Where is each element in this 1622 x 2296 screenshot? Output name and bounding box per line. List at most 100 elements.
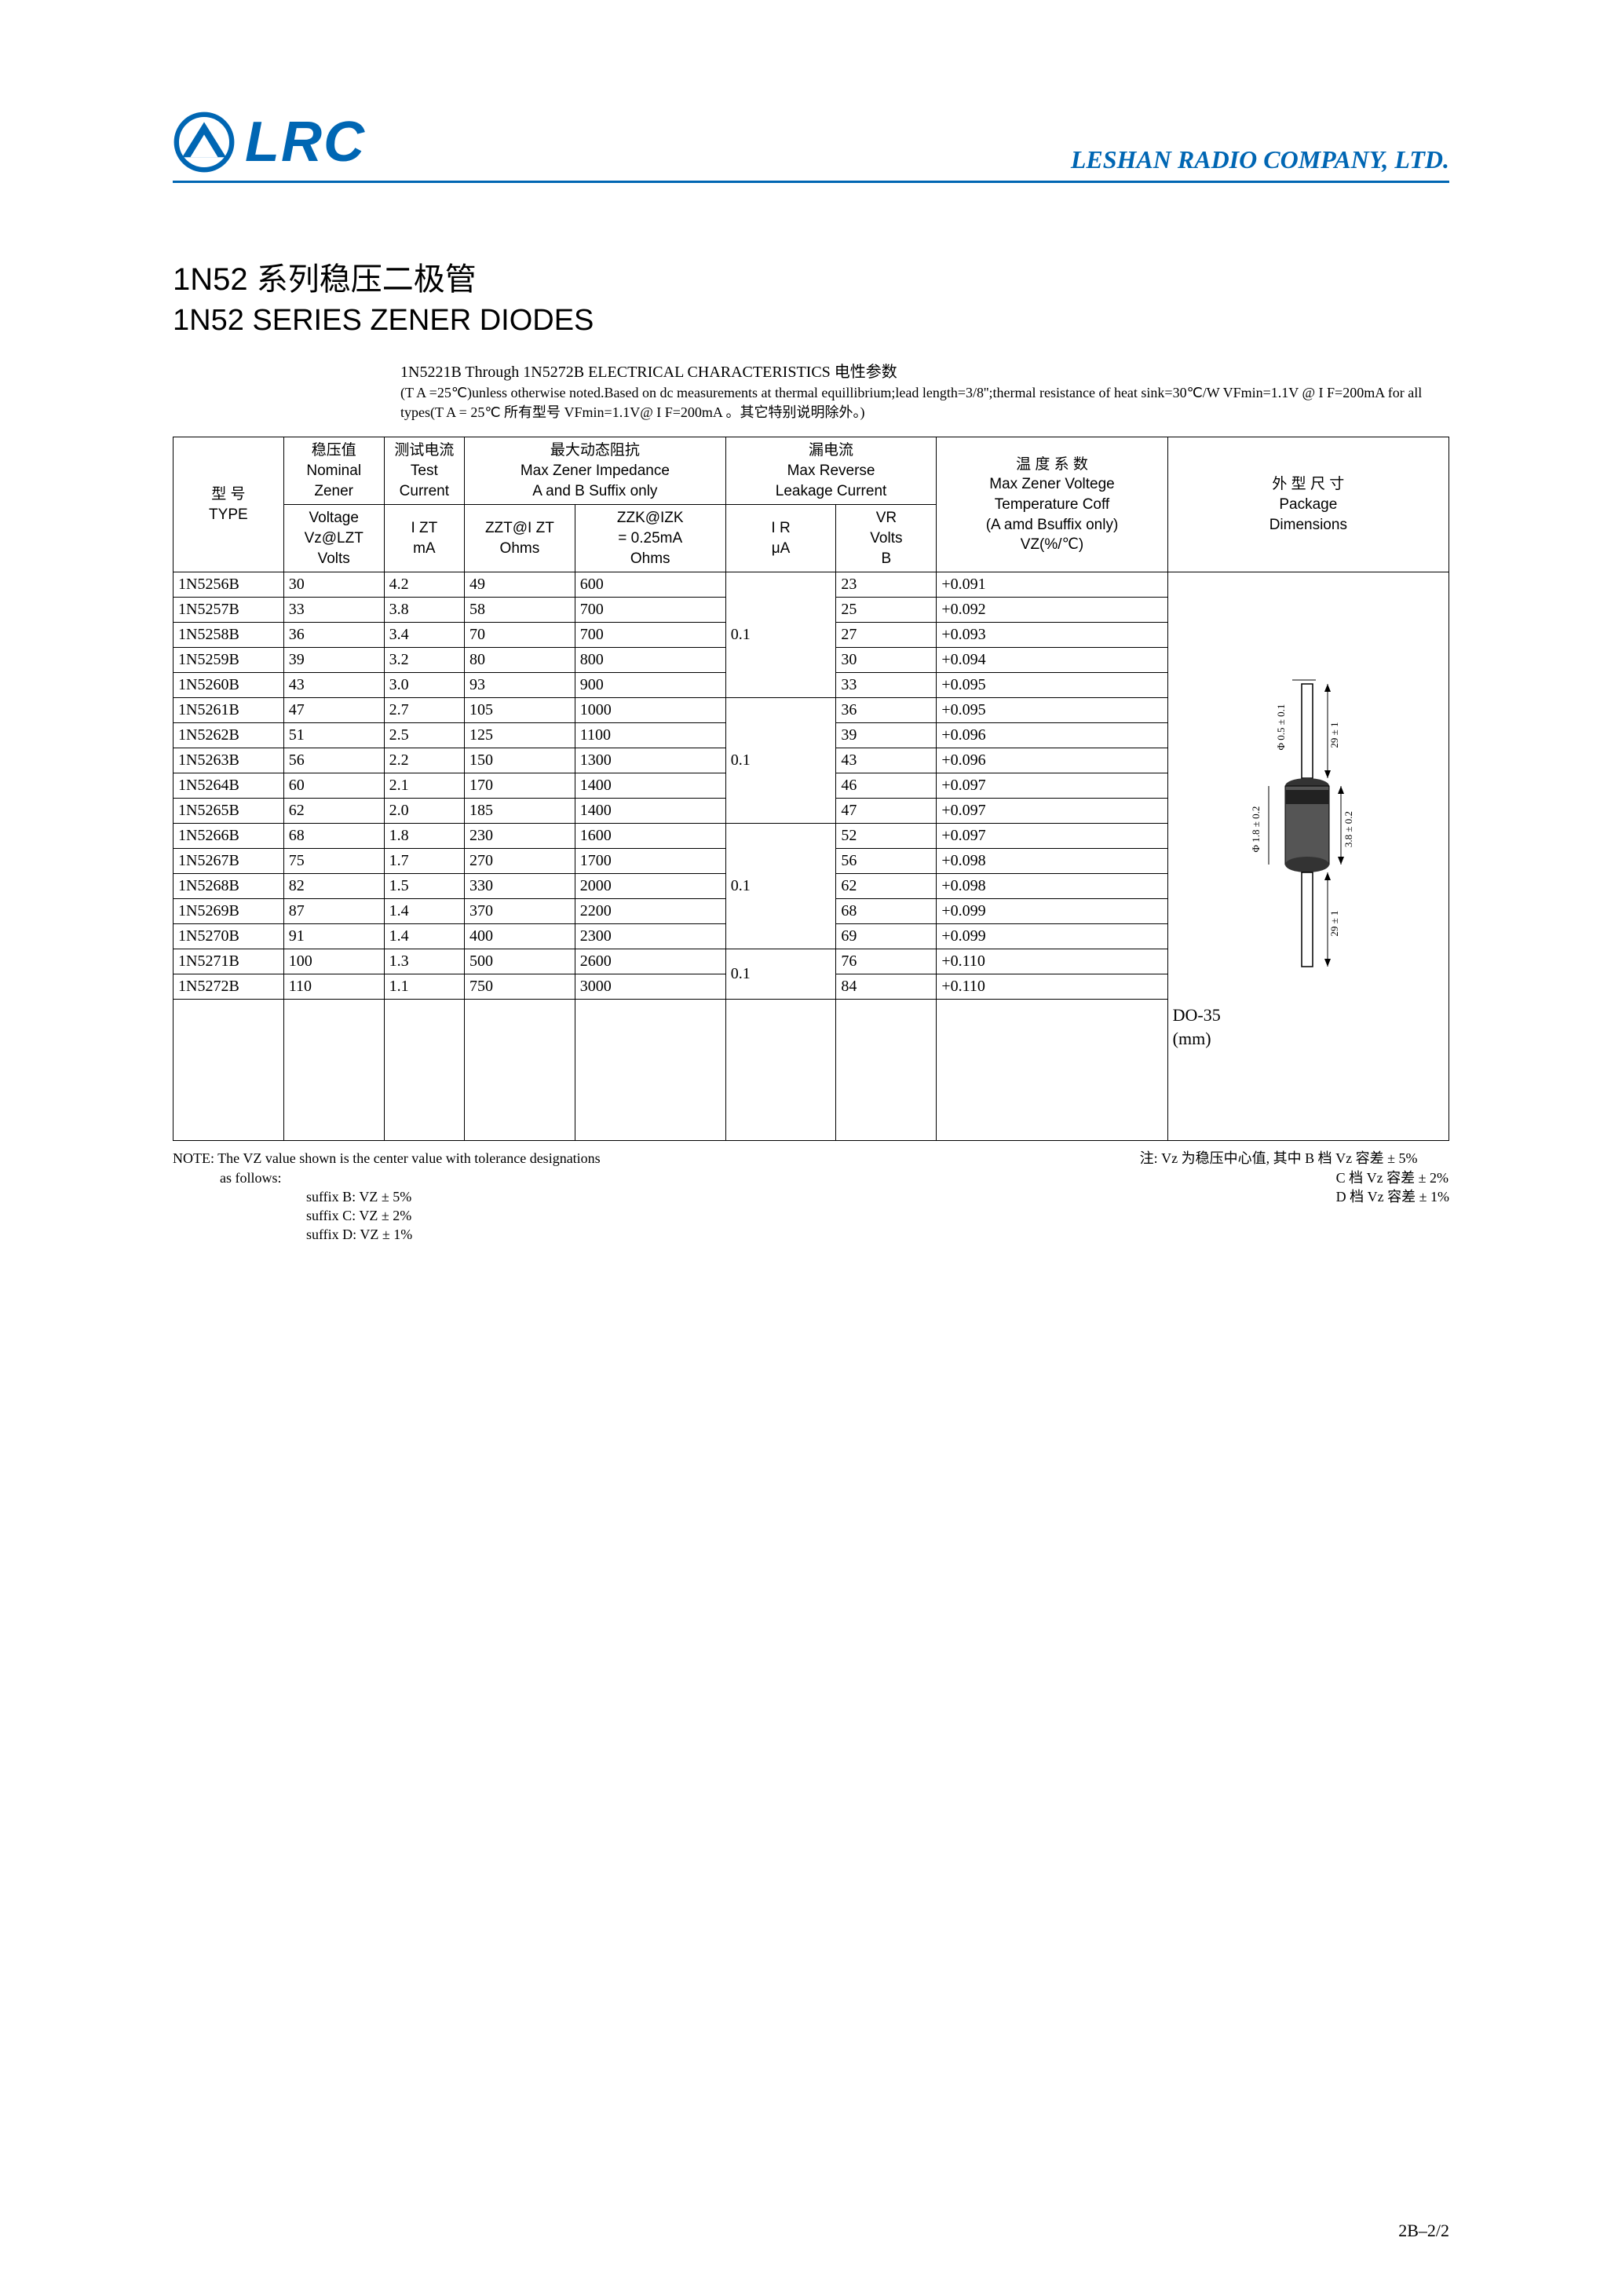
note-l5: suffix D: VZ ± 1% bbox=[306, 1225, 601, 1244]
cell-zzk: 1700 bbox=[575, 849, 725, 874]
lrc-logo-icon bbox=[173, 111, 236, 174]
cell-zzk: 3000 bbox=[575, 974, 725, 1000]
cell-zzk: 2000 bbox=[575, 874, 725, 899]
subtitle-block: 1N5221B Through 1N5272B ELECTRICAL CHARA… bbox=[400, 361, 1449, 422]
th-zzk: ZZK@IZK = 0.25mA Ohms bbox=[575, 505, 725, 572]
th-izt-en2: Current bbox=[400, 483, 449, 499]
cell-izt: 2.1 bbox=[384, 773, 464, 799]
filler-cell bbox=[937, 1000, 1167, 1141]
cell-tc: +0.097 bbox=[937, 799, 1167, 824]
cell-izt: 3.8 bbox=[384, 598, 464, 623]
cell-zzt: 70 bbox=[465, 623, 575, 648]
cell-zzk: 1100 bbox=[575, 723, 725, 748]
cell-type: 1N5257B bbox=[174, 598, 284, 623]
cell-vr: 23 bbox=[836, 572, 937, 598]
table-body: 1N5256B304.2496000.123+0.091 bbox=[174, 572, 1449, 1141]
cell-vr: 33 bbox=[836, 673, 937, 698]
table-header: 型 号 TYPE 稳压值 Nominal Zener 测试电流 Test Cur… bbox=[174, 437, 1449, 572]
logo: LRC bbox=[173, 110, 366, 174]
th-type: 型 号 TYPE bbox=[174, 437, 284, 572]
filler-cell bbox=[174, 1000, 284, 1141]
cell-zzk: 700 bbox=[575, 598, 725, 623]
cell-type: 1N5267B bbox=[174, 849, 284, 874]
cell-tc: +0.098 bbox=[937, 849, 1167, 874]
th-tc-sym: VZ(%/℃) bbox=[1021, 536, 1083, 553]
th-pkg-en2: Dimensions bbox=[1269, 517, 1347, 533]
cell-izt: 1.8 bbox=[384, 824, 464, 849]
th-zzk-sym: ZZK@IZK bbox=[617, 510, 684, 526]
cell-izt: 3.0 bbox=[384, 673, 464, 698]
cell-vr: 36 bbox=[836, 698, 937, 723]
cell-type: 1N5261B bbox=[174, 698, 284, 723]
th-vz-en3: Voltage bbox=[309, 510, 359, 526]
cell-zzk: 1300 bbox=[575, 748, 725, 773]
company-name: LESHAN RADIO COMPANY, LTD. bbox=[1071, 145, 1449, 174]
cell-type: 1N5262B bbox=[174, 723, 284, 748]
cell-izt: 4.2 bbox=[384, 572, 464, 598]
cell-vr: 52 bbox=[836, 824, 937, 849]
cell-vz: 87 bbox=[283, 899, 384, 924]
th-vz-en2: Zener bbox=[314, 483, 353, 499]
cell-izt: 2.7 bbox=[384, 698, 464, 723]
cell-vz: 62 bbox=[283, 799, 384, 824]
cell-vz: 33 bbox=[283, 598, 384, 623]
cell-zzt: 105 bbox=[465, 698, 575, 723]
cell-zzk: 2300 bbox=[575, 924, 725, 949]
cell-zzt: 750 bbox=[465, 974, 575, 1000]
th-pkg-en1: Package bbox=[1279, 496, 1337, 513]
cell-zzk: 1400 bbox=[575, 773, 725, 799]
cell-izt: 2.0 bbox=[384, 799, 464, 824]
cell-zzt: 93 bbox=[465, 673, 575, 698]
cell-vr: 25 bbox=[836, 598, 937, 623]
notes: NOTE: The VZ value shown is the center v… bbox=[173, 1149, 1449, 1244]
page-number: 2B–2/2 bbox=[1398, 2221, 1449, 2241]
th-ir: I R μA bbox=[725, 505, 836, 572]
th-ir-unit: μA bbox=[772, 540, 791, 557]
cell-izt: 3.4 bbox=[384, 623, 464, 648]
cell-tc: +0.095 bbox=[937, 673, 1167, 698]
th-izt-en1: Test bbox=[411, 462, 438, 479]
subtitle-line1: 1N5221B Through 1N5272B ELECTRICAL CHARA… bbox=[400, 361, 1449, 383]
cell-tc: +0.098 bbox=[937, 874, 1167, 899]
cell-type: 1N5269B bbox=[174, 899, 284, 924]
cell-zzk: 1400 bbox=[575, 799, 725, 824]
th-zmax-en2: A and B Suffix only bbox=[532, 483, 657, 499]
cell-vz: 82 bbox=[283, 874, 384, 899]
cell-type: 1N5272B bbox=[174, 974, 284, 1000]
filler-cell bbox=[283, 1000, 384, 1141]
cell-izt: 1.1 bbox=[384, 974, 464, 1000]
cell-zzk: 600 bbox=[575, 572, 725, 598]
filler-cell bbox=[836, 1000, 937, 1141]
cell-izt: 2.5 bbox=[384, 723, 464, 748]
cell-zzk: 800 bbox=[575, 648, 725, 673]
cell-zzk: 1000 bbox=[575, 698, 725, 723]
cell-tc: +0.093 bbox=[937, 623, 1167, 648]
cell-vr: 39 bbox=[836, 723, 937, 748]
cell-vz: 51 bbox=[283, 723, 384, 748]
cell-tc: +0.097 bbox=[937, 824, 1167, 849]
cell-vz: 91 bbox=[283, 924, 384, 949]
th-pkg-cn: 外 型 尺 寸 bbox=[1272, 476, 1344, 492]
cell-vr: 68 bbox=[836, 899, 937, 924]
cell-vr: 30 bbox=[836, 648, 937, 673]
cell-zzk: 700 bbox=[575, 623, 725, 648]
th-vz-cn: 稳压值 bbox=[312, 442, 356, 459]
th-vz-unit: Volts bbox=[318, 550, 350, 567]
th-leak-en2: Leakage Current bbox=[776, 483, 887, 499]
filler-cell bbox=[575, 1000, 725, 1141]
cell-zzt: 370 bbox=[465, 899, 575, 924]
th-tc-en3: (A amd Bsuffix only) bbox=[986, 517, 1119, 533]
th-zmax-en1: Max Zener Impedance bbox=[521, 462, 670, 479]
th-vz-bot: Voltage Vz@LZT Volts bbox=[283, 505, 384, 572]
th-zzt: ZZT@I ZT Ohms bbox=[465, 505, 575, 572]
th-leak: 漏电流 Max Reverse Leakage Current bbox=[725, 437, 937, 505]
filler-cell bbox=[725, 1000, 836, 1141]
th-tc-en1: Max Zener Voltege bbox=[989, 476, 1114, 492]
cell-ir: 0.1 bbox=[725, 824, 836, 949]
cell-zzt: 49 bbox=[465, 572, 575, 598]
package-unit: (mm) bbox=[1173, 1029, 1444, 1049]
note-l4: suffix C: VZ ± 2% bbox=[306, 1206, 601, 1225]
cell-vz: 75 bbox=[283, 849, 384, 874]
cell-izt: 1.7 bbox=[384, 849, 464, 874]
cell-zzt: 500 bbox=[465, 949, 575, 974]
